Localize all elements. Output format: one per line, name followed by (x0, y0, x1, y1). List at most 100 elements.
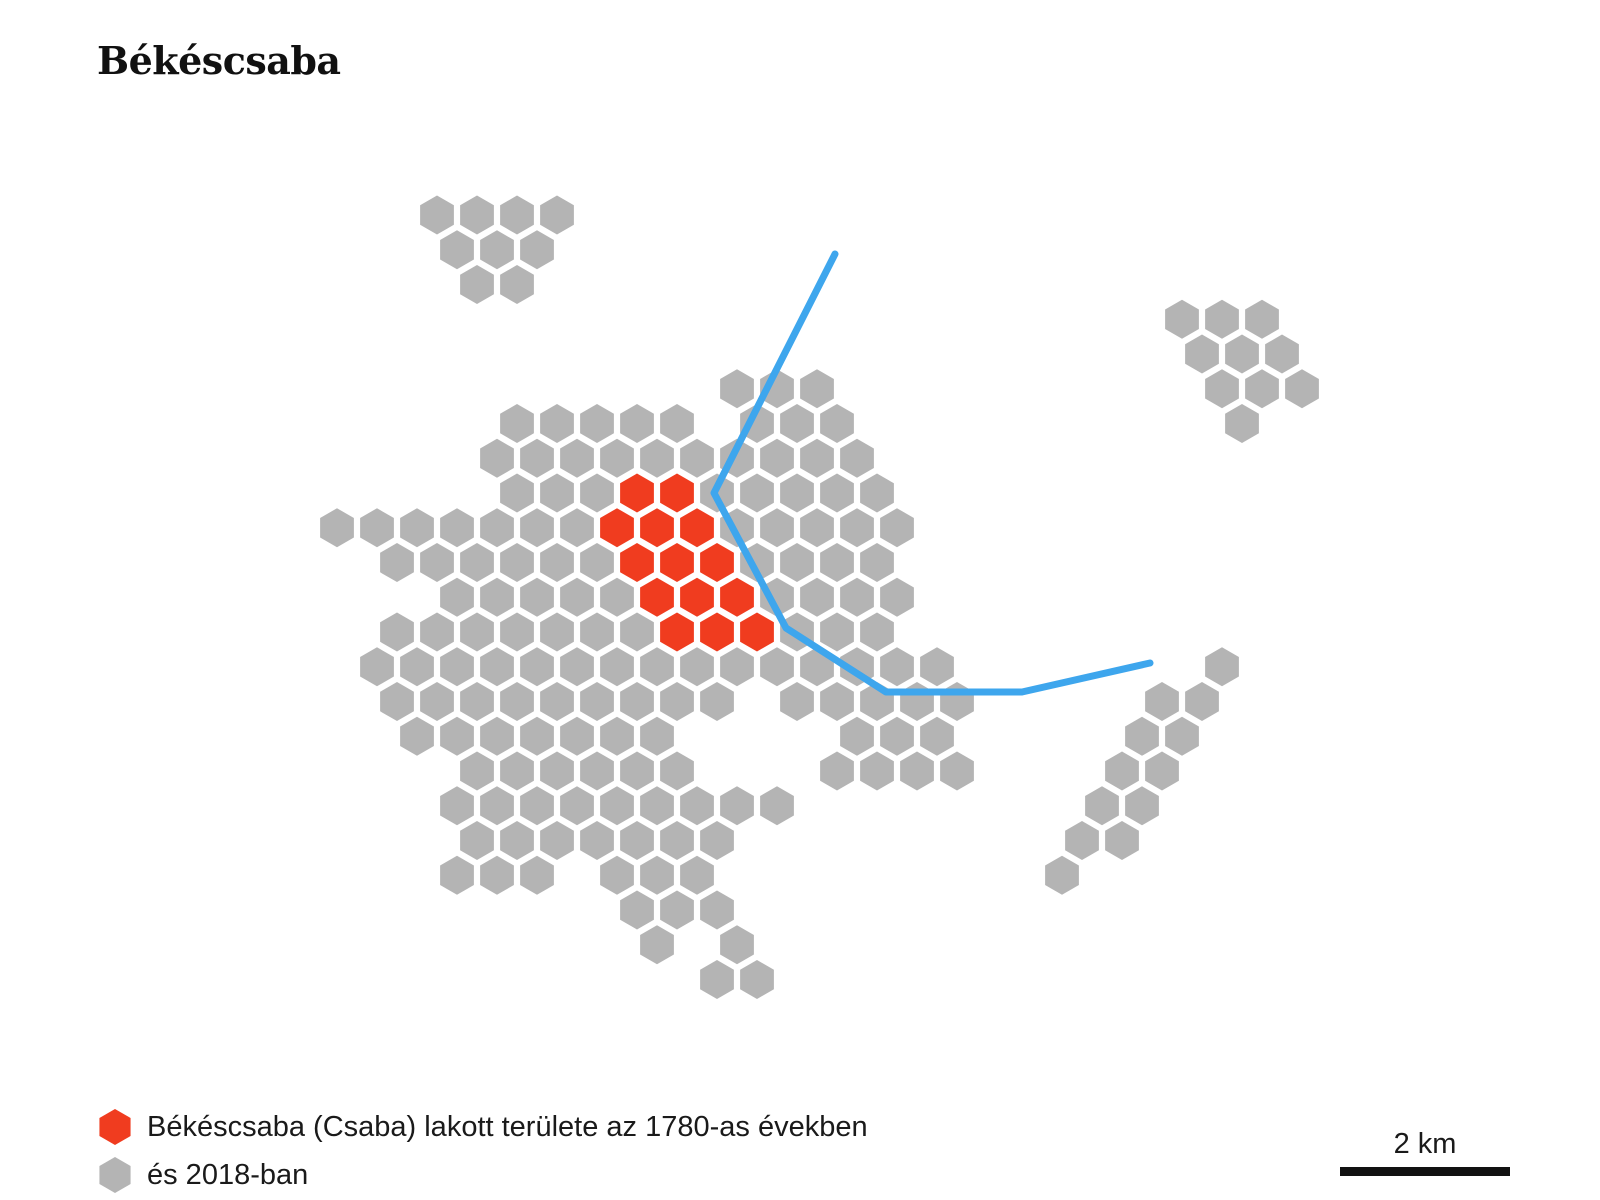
hex-map (320, 195, 1319, 999)
hex-cell-current (380, 612, 414, 652)
hex-cell-current (620, 890, 654, 930)
hex-cell-current (480, 647, 514, 687)
hex-cell-current (540, 473, 574, 513)
hex-cell-historic (700, 543, 734, 582)
hex-cell-current (420, 612, 454, 652)
hex-cell-current (760, 786, 794, 826)
hex-cell-current (640, 786, 674, 826)
hex-cell-current (780, 543, 814, 582)
hex-cell-current (780, 473, 814, 513)
hex-cell-current (1165, 299, 1199, 339)
hex-cell-current (480, 716, 514, 756)
hex-cell-historic (600, 508, 634, 548)
hex-cell-current (860, 543, 894, 582)
hex-cell-current (620, 751, 654, 791)
hex-cell-current (840, 438, 874, 478)
scale-bar-line (1340, 1167, 1510, 1176)
hex-cell-current (820, 473, 854, 513)
hex-cell-current (660, 890, 694, 930)
hex-cell-current (420, 195, 454, 235)
hex-cell-current (1185, 682, 1219, 721)
hex-cell-current (480, 577, 514, 617)
hex-cell-current (1185, 334, 1219, 374)
hex-cell-current (500, 612, 534, 652)
hex-cell-current (520, 786, 554, 826)
hex-cell-current (560, 438, 594, 478)
hex-cell-current (520, 230, 554, 270)
river-line (710, 250, 1154, 696)
hex-cell-current (680, 438, 714, 478)
hex-cell-current (400, 647, 434, 687)
hex-cell-current (1265, 334, 1299, 374)
hex-cell-current (460, 821, 494, 860)
hex-cell-current (600, 716, 634, 756)
hex-cell-historic (720, 577, 754, 617)
hex-cell-current (1085, 786, 1119, 826)
hex-cell-current (800, 369, 834, 409)
hex-cell-current (580, 473, 614, 513)
hex-cell-current (520, 577, 554, 617)
hex-cell-current (880, 647, 914, 687)
hex-cell-current (380, 543, 414, 582)
hex-cell-current (760, 647, 794, 687)
hex-cell-historic (680, 577, 714, 617)
hex-cell-current (460, 682, 494, 721)
hex-cell-current (620, 404, 654, 443)
hex-cell-current (760, 577, 794, 617)
hex-cell-current (760, 438, 794, 478)
hex-cell-historic (640, 577, 674, 617)
hex-cell-current (1225, 404, 1259, 443)
hex-cell-current (880, 508, 914, 548)
hex-cell-current (440, 508, 474, 548)
hex-cell-current (480, 508, 514, 548)
hex-cell-current (440, 855, 474, 895)
hex-cell-current (580, 612, 614, 652)
hex-cell-current (500, 682, 534, 721)
hex-cell-current (460, 543, 494, 582)
hex-cell-current (900, 751, 934, 791)
hex-cell-current (520, 647, 554, 687)
hex-cell-current (380, 682, 414, 721)
hex-cell-current (700, 890, 734, 930)
hex-cell-current (640, 925, 674, 965)
hex-cell-current (860, 751, 894, 791)
hex-cell-current (460, 195, 494, 235)
hex-cell-current (580, 821, 614, 860)
hex-cell-current (640, 647, 674, 687)
hex-cell-current (500, 543, 534, 582)
hex-cell-current (560, 508, 594, 548)
hex-cell-current (580, 543, 614, 582)
hex-cell-current (560, 647, 594, 687)
hex-cell-current (480, 438, 514, 478)
scale-bar: 2 km (1340, 1128, 1510, 1176)
hex-cell-current (800, 577, 834, 617)
hex-cell-current (500, 751, 534, 791)
hex-cell-current (660, 404, 694, 443)
hex-cell-current (620, 821, 654, 860)
hex-cell-current (700, 682, 734, 721)
hex-cell-current (860, 473, 894, 513)
hex-cell-historic (660, 473, 694, 513)
hex-cell-historic (740, 612, 774, 652)
hex-cell-historic (700, 612, 734, 652)
hex-cell-current (520, 855, 554, 895)
hex-cell-current (840, 716, 874, 756)
hex-cell-current (1165, 716, 1199, 756)
hex-cell-current (440, 647, 474, 687)
hex-cell-current (860, 612, 894, 652)
hex-cell-current (460, 751, 494, 791)
hex-cell-current (660, 821, 694, 860)
hex-cell-current (1245, 299, 1279, 339)
hex-cell-current (540, 682, 574, 721)
hex-cell-current (540, 751, 574, 791)
map-title: Békéscsaba (97, 38, 341, 83)
legend-item-historic: Békéscsaba (Csaba) lakott területe az 17… (97, 1103, 868, 1151)
hex-cell-current (780, 682, 814, 721)
hex-cell-current (820, 682, 854, 721)
hex-cell-current (880, 716, 914, 756)
hex-cell-current (680, 855, 714, 895)
hex-cell-current (680, 647, 714, 687)
hex-cell-current (480, 786, 514, 826)
hex-cell-current (560, 716, 594, 756)
hex-cell-current (440, 786, 474, 826)
